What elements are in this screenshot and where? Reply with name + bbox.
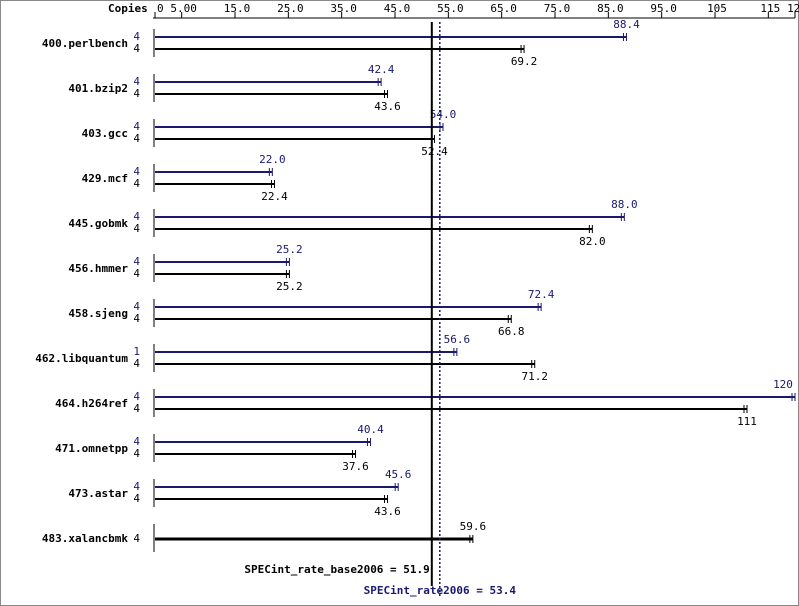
value-label: 22.0 [259, 153, 286, 166]
value-label: 88.0 [611, 198, 638, 211]
copies-label: 4 [133, 480, 140, 493]
copies-label: 4 [133, 357, 140, 370]
reference-label: SPECint_rate2006 = 53.4 [364, 584, 517, 597]
x-tick-label: 105 [707, 2, 727, 15]
x-tick-label: 75.0 [544, 2, 571, 15]
x-tick-label: 55.0 [437, 2, 464, 15]
x-tick-label: 115 [760, 2, 780, 15]
copies-label: 4 [133, 390, 140, 403]
benchmark-label: 456.hmmer [68, 262, 128, 275]
value-label: 42.4 [368, 63, 395, 76]
copies-label: 4 [133, 42, 140, 55]
benchmark-label: 401.bzip2 [68, 82, 128, 95]
x-tick-label: 5.00 [170, 2, 197, 15]
copies-label: 4 [133, 532, 140, 545]
copies-label: 4 [133, 492, 140, 505]
value-label: 111 [737, 415, 757, 428]
copies-header: Copies [108, 2, 148, 15]
copies-label: 4 [133, 75, 140, 88]
value-label: 56.6 [444, 333, 471, 346]
x-tick-label: 15.0 [224, 2, 251, 15]
benchmark-label: 445.gobmk [68, 217, 128, 230]
value-label: 25.2 [276, 243, 303, 256]
benchmark-label: 400.perlbench [42, 37, 128, 50]
copies-label: 4 [133, 120, 140, 133]
copies-label: 4 [133, 447, 140, 460]
value-label: 43.6 [374, 100, 401, 113]
x-tick-label: 25.0 [277, 2, 304, 15]
copies-label: 4 [133, 402, 140, 415]
x-tick-label: 45.0 [384, 2, 411, 15]
value-label: 88.4 [613, 18, 640, 31]
x-tick-label: 85.0 [597, 2, 624, 15]
benchmark-label: 471.omnetpp [55, 442, 128, 455]
copies-label: 4 [133, 87, 140, 100]
x-tick-label: 35.0 [330, 2, 357, 15]
value-label: 45.6 [385, 468, 412, 481]
copies-label: 1 [133, 345, 140, 358]
benchmark-label: 464.h264ref [55, 397, 128, 410]
copies-label: 4 [133, 210, 140, 223]
reference-label: SPECint_rate_base2006 = 51.9 [244, 563, 429, 576]
value-label: 82.0 [579, 235, 606, 248]
benchmark-label: 403.gcc [82, 127, 128, 140]
copies-label: 4 [133, 132, 140, 145]
value-label: 59.6 [460, 520, 487, 533]
copies-label: 4 [133, 300, 140, 313]
value-label: 120 [773, 378, 793, 391]
value-label: 37.6 [342, 460, 369, 473]
benchmark-label: 473.astar [68, 487, 128, 500]
value-label: 40.4 [357, 423, 384, 436]
copies-label: 4 [133, 435, 140, 448]
value-label: 43.6 [374, 505, 401, 518]
value-label: 71.2 [521, 370, 548, 383]
copies-label: 4 [133, 312, 140, 325]
value-label: 69.2 [511, 55, 538, 68]
x-tick-label: 95.0 [650, 2, 677, 15]
value-label: 72.4 [528, 288, 555, 301]
copies-label: 4 [133, 267, 140, 280]
benchmark-label: 462.libquantum [35, 352, 128, 365]
benchmark-label: 429.mcf [82, 172, 128, 185]
value-label: 54.0 [430, 108, 457, 121]
benchmark-label: 458.sjeng [68, 307, 128, 320]
value-label: 52.4 [421, 145, 448, 158]
x-tick-label: 0 [157, 2, 164, 15]
copies-label: 4 [133, 255, 140, 268]
x-tick-label: 120 [787, 2, 799, 15]
x-tick-label: 65.0 [490, 2, 517, 15]
value-label: 66.8 [498, 325, 525, 338]
copies-label: 4 [133, 177, 140, 190]
copies-label: 4 [133, 30, 140, 43]
benchmark-label: 483.xalancbmk [42, 532, 128, 545]
value-label: 25.2 [276, 280, 303, 293]
copies-label: 4 [133, 222, 140, 235]
value-label: 22.4 [261, 190, 288, 203]
copies-label: 4 [133, 165, 140, 178]
